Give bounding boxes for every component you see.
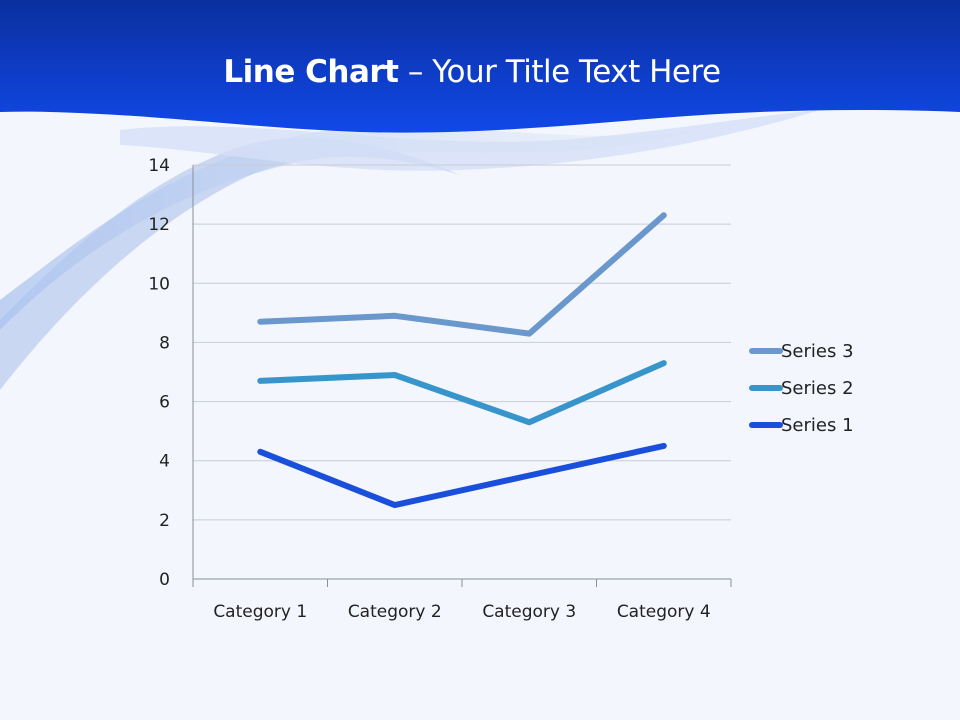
title-bold-part: Line Chart — [223, 54, 399, 90]
title-rest-part: – Your Title Text Here — [398, 54, 721, 90]
x-tick-label: Category 4 — [617, 602, 711, 622]
title-banner — [0, 0, 960, 133]
y-tick-label: 6 — [159, 393, 170, 413]
y-tick-label: 10 — [148, 274, 170, 294]
x-tick-label: Category 3 — [482, 602, 576, 622]
y-tick-label: 8 — [159, 333, 170, 353]
legend-label: Series 1 — [781, 415, 854, 436]
x-tick-label: Category 2 — [348, 602, 442, 622]
y-tick-label: 0 — [159, 570, 170, 590]
legend-label: Series 2 — [781, 378, 854, 399]
y-tick-label: 4 — [159, 452, 170, 472]
series-line-2 — [257, 360, 667, 426]
y-tick-label: 12 — [148, 215, 170, 235]
y-tick-label: 14 — [148, 156, 170, 176]
legend-label: Series 3 — [781, 341, 854, 362]
series-line-1 — [257, 442, 667, 509]
slide-title: Line Chart – Your Title Text Here — [0, 54, 944, 90]
x-tick-label: Category 1 — [213, 602, 307, 622]
y-tick-label: 2 — [159, 511, 170, 531]
series-line-3 — [257, 212, 667, 337]
